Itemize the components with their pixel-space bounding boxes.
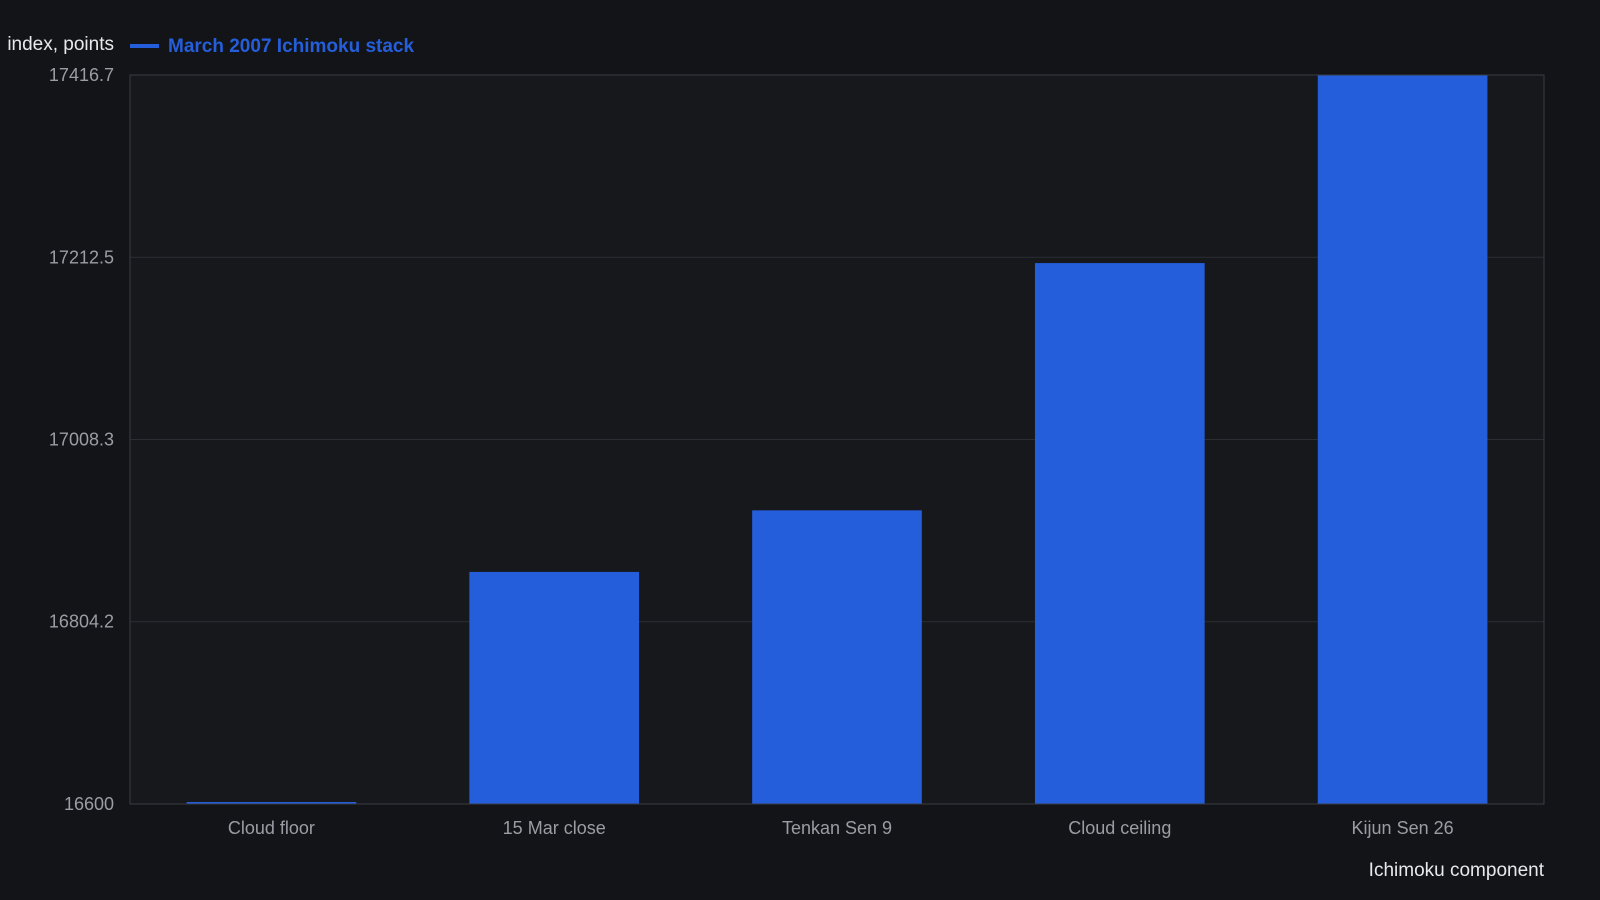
bar-kijun-sen-26[interactable] xyxy=(1317,75,1488,804)
y-axis-title: index, points xyxy=(7,34,114,55)
bar-cloud-floor[interactable] xyxy=(186,802,357,804)
bar-cloud-ceiling[interactable] xyxy=(1034,263,1205,804)
x-tick-label: 15 Mar close xyxy=(503,818,606,838)
y-tick-label: 17008.3 xyxy=(49,430,114,450)
bar-tenkan-sen-9[interactable] xyxy=(752,510,922,804)
y-tick-label: 17212.5 xyxy=(49,247,114,267)
x-tick-labels: Cloud floor 15 Mar close Tenkan Sen 9 Cloud… xyxy=(228,818,1454,838)
x-axis-title: Ichimoku component xyxy=(1369,860,1545,881)
x-tick-label: Tenkan Sen 9 xyxy=(782,818,892,838)
plot-frame xyxy=(129,74,1545,805)
y-tick-label: 17416.7 xyxy=(49,65,114,85)
legend-label[interactable]: March 2007 Ichimoku stack xyxy=(168,36,414,57)
bars xyxy=(186,75,1488,804)
x-tick-label: Cloud floor xyxy=(228,818,315,838)
y-tick-label: 16600 xyxy=(64,794,114,814)
x-tick-label: Cloud ceiling xyxy=(1068,818,1171,838)
y-tick-label: 16804.2 xyxy=(49,612,114,632)
y-tick-labels: 16600 16804.2 17008.3 17212.5 17416.7 xyxy=(49,65,114,814)
bar-15-mar-close[interactable] xyxy=(469,571,640,804)
x-tick-label: Kijun Sen 26 xyxy=(1352,818,1454,838)
